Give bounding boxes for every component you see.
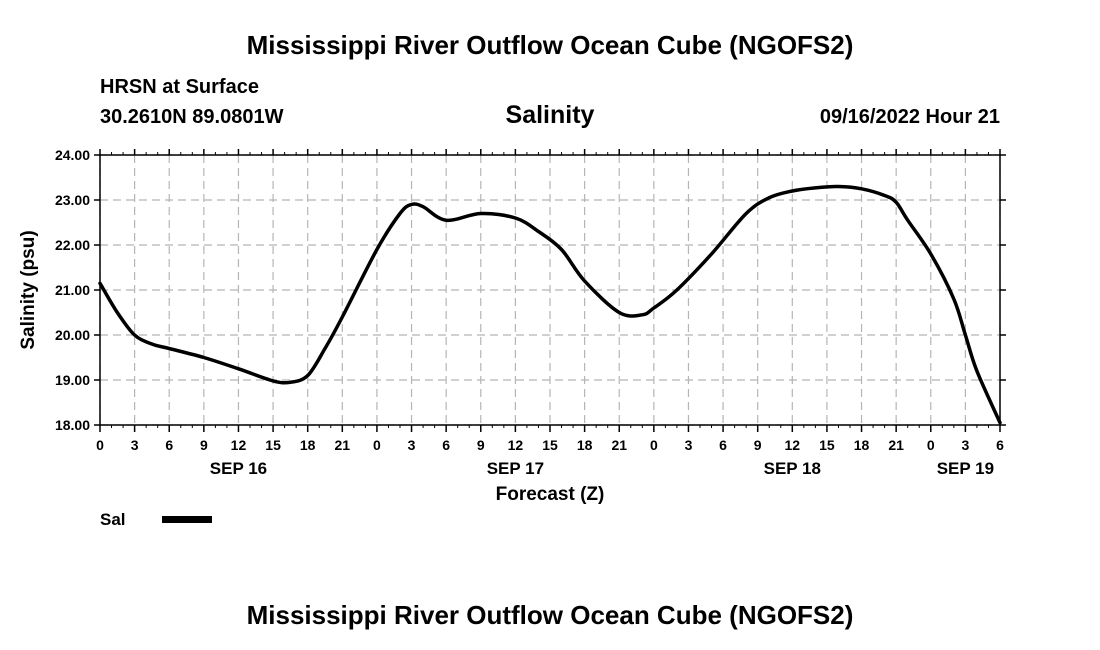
- plot-frame: [99, 154, 1001, 426]
- x-tick-label: 18: [300, 437, 316, 453]
- x-tick-label: 6: [719, 437, 727, 453]
- salinity-chart: 18.00 19.00 20.00 21.00 22.00 23.00 24.00 0 3 6 9 1…: [18, 147, 1006, 505]
- x-tick-label: 0: [373, 437, 381, 453]
- x-tick-label: 9: [200, 437, 208, 453]
- x-tick-label: 18: [854, 437, 870, 453]
- y-tick-label: 18.00: [55, 417, 90, 433]
- x-tick-label: 18: [577, 437, 593, 453]
- x-tick-label: 21: [611, 437, 627, 453]
- main-title: Mississippi River Outflow Ocean Cube (NG…: [246, 30, 854, 60]
- timestamp-label: 09/16/2022 Hour 21: [819, 106, 1000, 128]
- x-tick-label: 0: [96, 437, 104, 453]
- x-tick-label: 6: [442, 437, 450, 453]
- x-tick-label: 6: [165, 437, 173, 453]
- x-tick-label: 0: [927, 437, 935, 453]
- x-tick-label: 9: [477, 437, 485, 453]
- legend-swatch-sal: [162, 516, 212, 523]
- station-label: HRSN at Surface: [100, 76, 259, 98]
- date-label: SEP 17: [487, 459, 544, 478]
- series-line-sal: [98, 184, 1002, 425]
- date-label: SEP 19: [937, 459, 994, 478]
- x-tick-label: 6: [996, 437, 1004, 453]
- coordinates-label: 30.2610N 89.0801W: [100, 106, 284, 128]
- x-tick-label: 15: [542, 437, 558, 453]
- x-tick-label: 3: [131, 437, 139, 453]
- axis-labels: 18.00 19.00 20.00 21.00 22.00 23.00 24.00 0 3 6 9 1…: [55, 147, 1004, 478]
- x-tick-label: 21: [335, 437, 351, 453]
- date-label: SEP 16: [210, 459, 267, 478]
- y-tick-label: 19.00: [55, 372, 90, 388]
- x-tick-label: 9: [754, 437, 762, 453]
- y-axis-label: Salinity (psu): [18, 230, 39, 349]
- y-tick-label: 23.00: [55, 192, 90, 208]
- chart-title: Salinity: [505, 101, 595, 129]
- x-tick-label: 3: [961, 437, 969, 453]
- x-tick-label: 12: [785, 437, 801, 453]
- footer-title: Mississippi River Outflow Ocean Cube (NG…: [246, 600, 854, 630]
- x-tick-label: 15: [265, 437, 281, 453]
- x-tick-label: 12: [508, 437, 524, 453]
- x-tick-label: 15: [819, 437, 835, 453]
- x-tick-label: 12: [231, 437, 247, 453]
- x-tick-label: 21: [888, 437, 904, 453]
- x-axis-label: Forecast (Z): [496, 484, 605, 505]
- x-tick-label: 3: [408, 437, 416, 453]
- date-label: SEP 18: [764, 459, 821, 478]
- x-tick-label: 3: [685, 437, 693, 453]
- y-tick-label: 20.00: [55, 327, 90, 343]
- y-tick-label: 22.00: [55, 237, 90, 253]
- legend-label-sal: Sal: [100, 510, 126, 529]
- y-tick-label: 24.00: [55, 147, 90, 163]
- grid-lines: [99, 154, 1001, 426]
- x-tick-label: 0: [650, 437, 658, 453]
- y-tick-label: 21.00: [55, 282, 90, 298]
